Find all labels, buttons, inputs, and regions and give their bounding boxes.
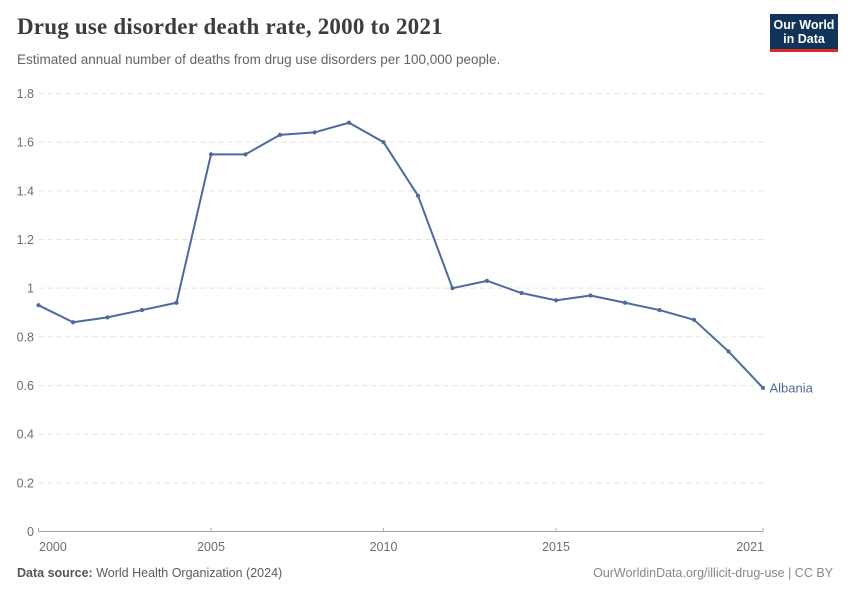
data-point[interactable] (174, 300, 179, 305)
data-point[interactable] (622, 300, 628, 305)
data-point[interactable] (726, 349, 731, 354)
data-point[interactable] (105, 315, 110, 320)
data-point[interactable] (312, 130, 317, 135)
data-point[interactable] (208, 152, 214, 157)
x-tick-label: 2015 (542, 540, 570, 554)
data-point[interactable] (415, 193, 421, 198)
chart-footer: Data source: World Health Organization (… (17, 566, 833, 580)
data-point[interactable] (70, 320, 76, 325)
x-tick-label: 2000 (39, 540, 67, 554)
y-tick-label: 0.8 (17, 330, 34, 344)
x-tick-label: 2021 (736, 540, 764, 554)
owid-logo[interactable]: Our World in Data (770, 14, 838, 52)
data-point[interactable] (139, 307, 145, 313)
data-point[interactable] (381, 140, 386, 145)
y-tick-label: 0.6 (17, 379, 34, 393)
x-tick-label: 2010 (370, 540, 398, 554)
data-point[interactable] (588, 293, 593, 298)
data-point[interactable] (243, 152, 248, 157)
owid-logo-line1: Our World (773, 18, 835, 32)
y-tick-label: 1.6 (17, 136, 34, 150)
x-tick-label: 2005 (197, 540, 225, 554)
data-point[interactable] (760, 385, 766, 391)
data-point[interactable] (277, 132, 283, 137)
data-source-value: World Health Organization (2024) (96, 566, 283, 580)
data-point[interactable] (691, 317, 697, 322)
y-tick-label: 1 (27, 282, 34, 296)
series-line[interactable] (37, 121, 764, 389)
chart-subtitle: Estimated annual number of deaths from d… (17, 52, 501, 67)
data-point[interactable] (484, 278, 490, 283)
data-source: Data source: World Health Organization (… (17, 566, 282, 580)
data-point[interactable] (36, 303, 41, 308)
data-point[interactable] (553, 298, 559, 303)
data-point[interactable] (657, 307, 662, 313)
data-source-label: Data source: (17, 566, 93, 580)
data-point[interactable] (346, 120, 352, 125)
y-tick-label: 0 (27, 525, 34, 539)
y-tick-label: 0.2 (17, 476, 34, 490)
data-point[interactable] (519, 290, 524, 296)
chart-title: Drug use disorder death rate, 2000 to 20… (17, 14, 443, 39)
data-point[interactable] (450, 286, 455, 291)
y-tick-label: 1.4 (17, 184, 34, 198)
y-tick-label: 1.2 (17, 233, 34, 247)
credit-link[interactable]: OurWorldinData.org/illicit-drug-use | CC… (593, 566, 833, 580)
y-tick-label: 1.8 (17, 87, 34, 101)
entity-label[interactable]: Albania (770, 380, 814, 395)
owid-logo-line2: in Data (783, 32, 825, 46)
y-tick-label: 0.4 (17, 428, 34, 442)
